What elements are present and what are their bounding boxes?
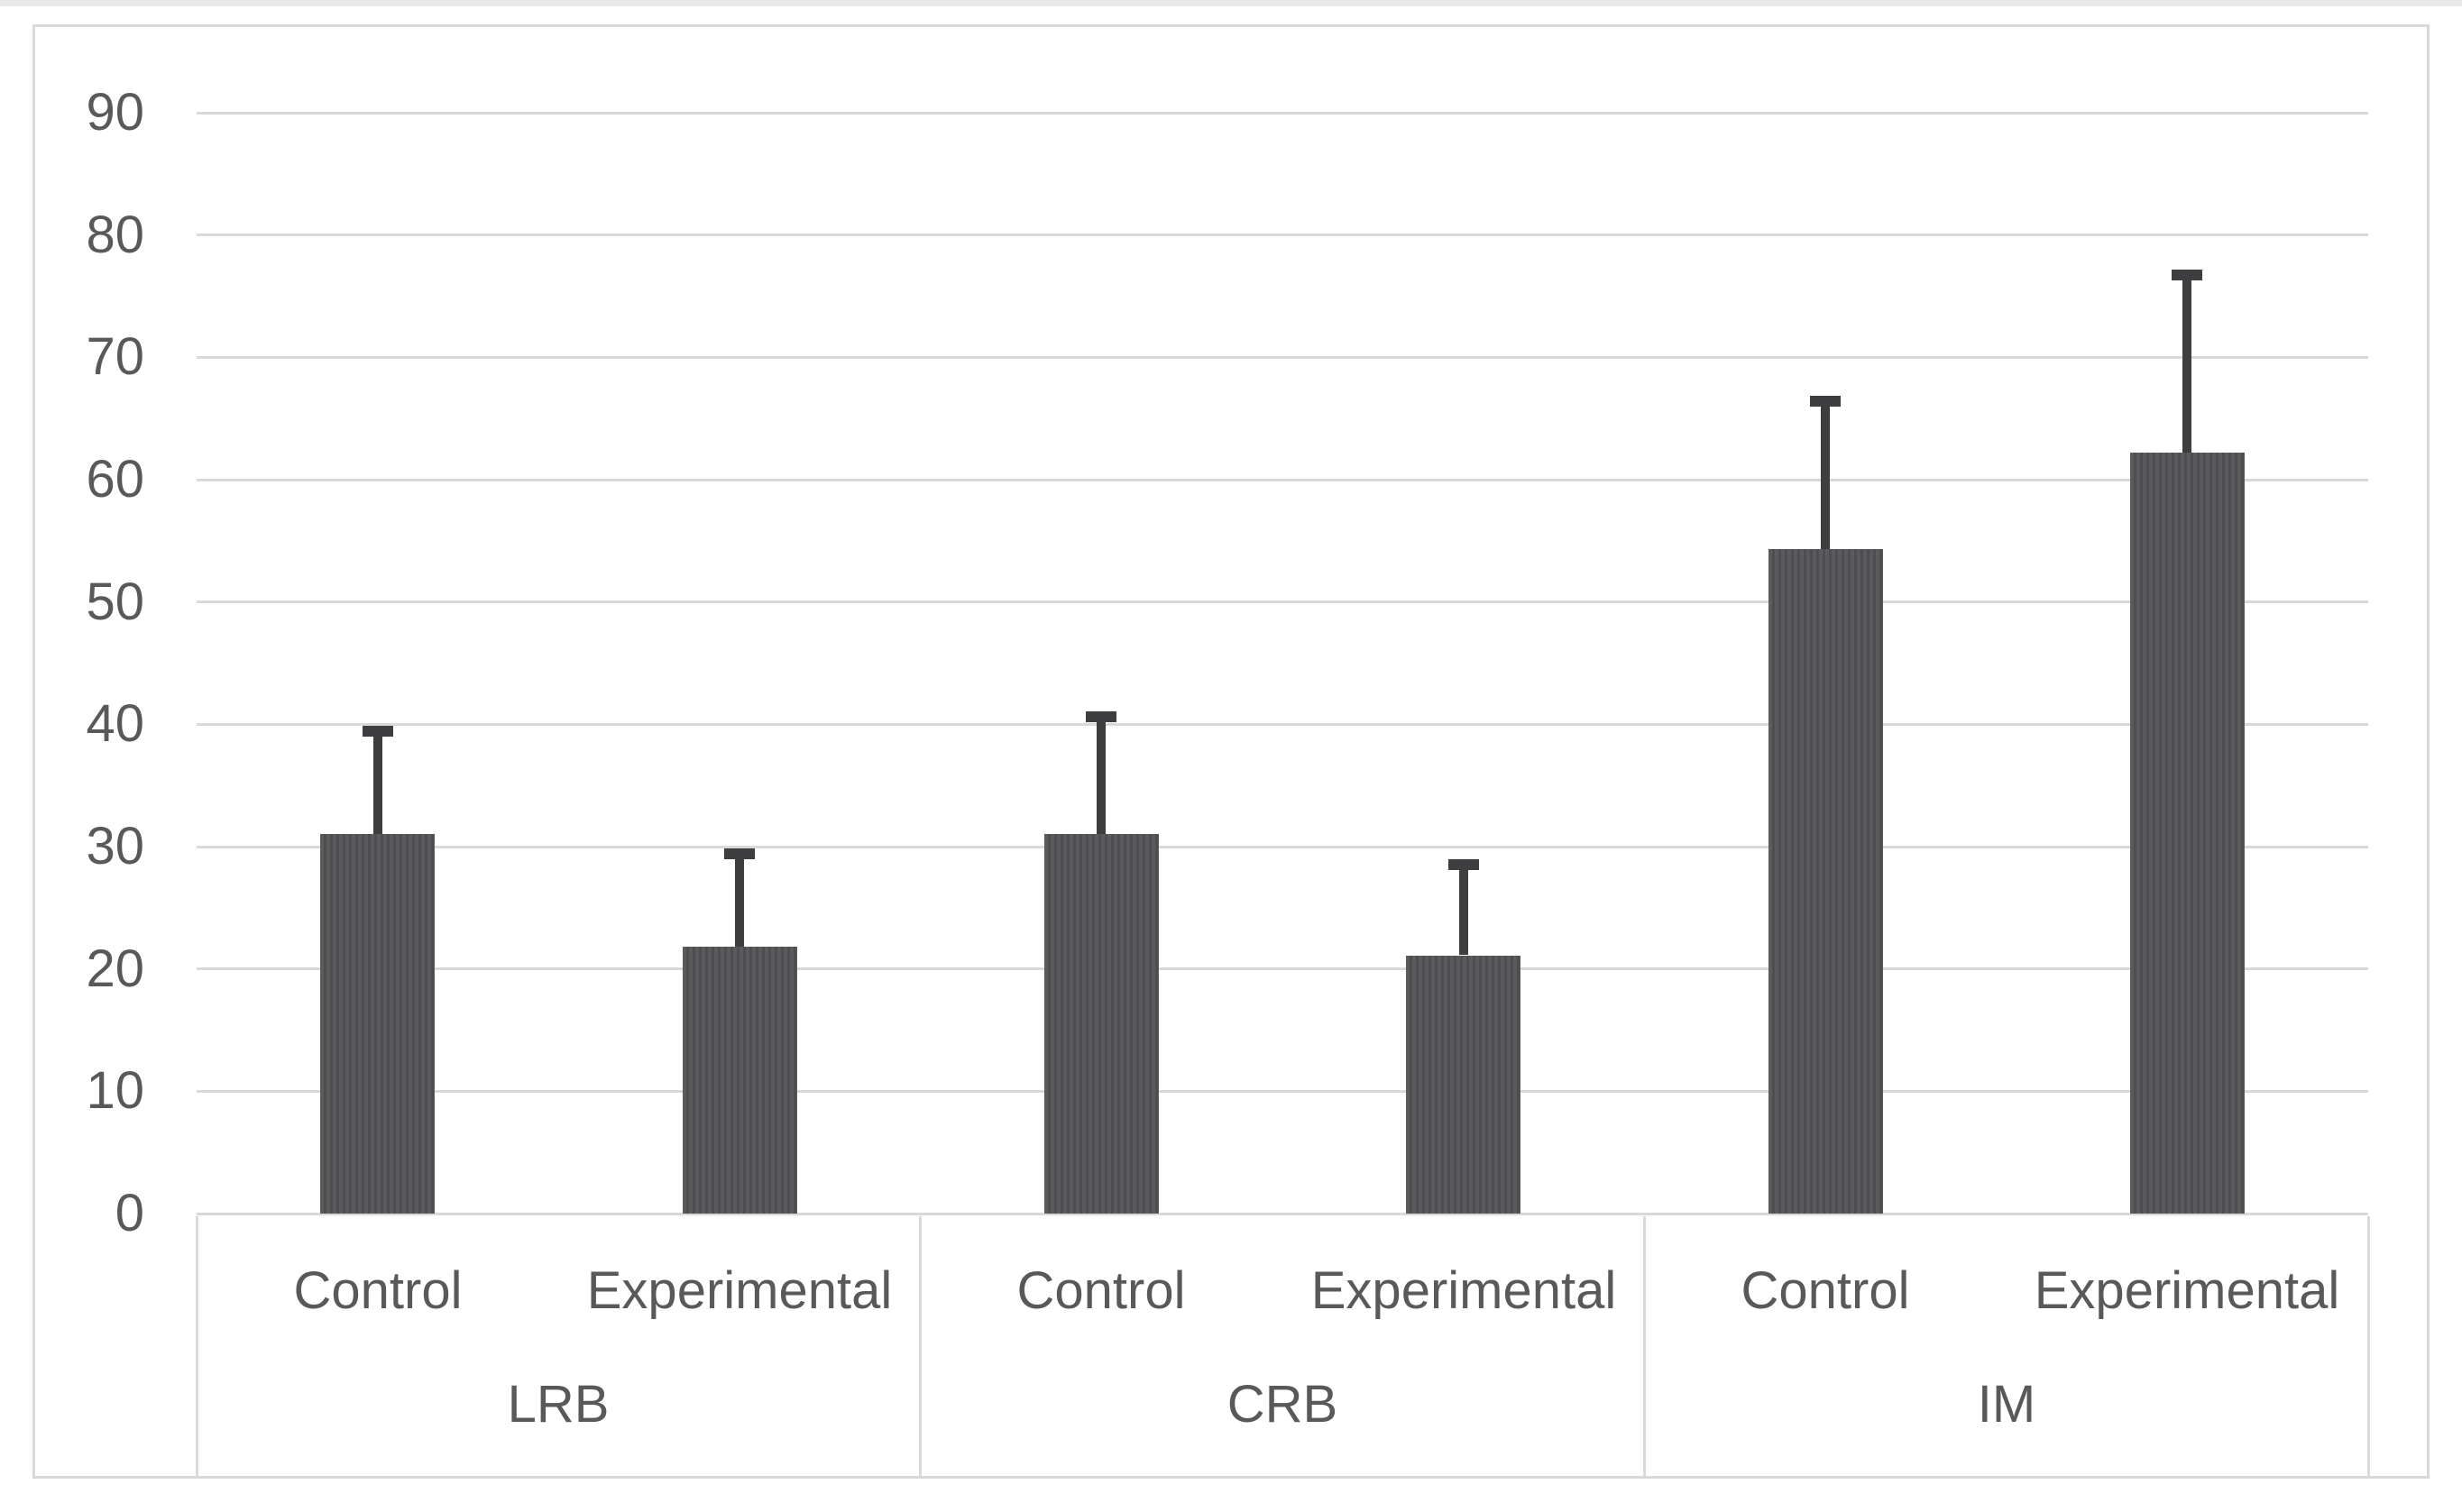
gridline-y-70	[197, 356, 2368, 359]
gridline-y-50	[197, 600, 2368, 603]
bar-lrb-control	[320, 834, 435, 1214]
error-bar-stem-im-experimental	[2182, 275, 2191, 453]
x-group-label-lrb: LRB	[507, 1375, 610, 1434]
category-divider-1	[919, 1216, 922, 1479]
y-tick-label-80: 80	[86, 206, 144, 264]
y-tick-label-30: 30	[86, 817, 144, 875]
x-label-crb-control: Control	[1016, 1261, 1186, 1320]
error-bar-cap-crb-control	[1086, 711, 1116, 722]
error-bar-cap-lrb-control	[363, 726, 393, 737]
x-group-label-crb: CRB	[1226, 1375, 1338, 1434]
bar-crb-control	[1044, 834, 1159, 1214]
x-group-label-im: IM	[1977, 1375, 2036, 1434]
gridline-y-60	[197, 479, 2368, 481]
error-bar-cap-crb-experimental	[1448, 859, 1479, 870]
error-bar-stem-im-control	[1821, 401, 1830, 549]
error-bar-stem-crb-experimental	[1459, 865, 1468, 955]
y-tick-label-40: 40	[86, 694, 144, 753]
x-label-lrb-control: Control	[293, 1261, 463, 1320]
gridline-y-90	[197, 112, 2368, 115]
x-axis-baseline	[197, 1213, 2368, 1215]
gridline-y-40	[197, 723, 2368, 726]
y-tick-label-20: 20	[86, 939, 144, 998]
bar-crb-experimental	[1406, 956, 1520, 1214]
gridline-y-20	[197, 967, 2368, 970]
error-bar-cap-lrb-experimental	[724, 848, 755, 859]
gridline-y-30	[197, 846, 2368, 848]
y-tick-label-60: 60	[86, 450, 144, 509]
gridline-y-80	[197, 234, 2368, 236]
x-label-im-experimental: Experimental	[2034, 1261, 2340, 1320]
y-tick-label-70: 70	[86, 327, 144, 386]
bar-im-experimental	[2130, 453, 2245, 1214]
y-tick-label-50: 50	[86, 573, 144, 631]
x-label-lrb-experimental: Experimental	[586, 1261, 893, 1320]
category-divider-2	[1643, 1216, 1646, 1479]
bar-im-control	[1768, 549, 1883, 1214]
screenshot-top-edge	[0, 0, 2462, 6]
bar-lrb-experimental	[683, 947, 797, 1214]
gridline-y-10	[197, 1090, 2368, 1093]
error-bar-cap-im-control	[1810, 396, 1841, 407]
y-tick-label-10: 10	[86, 1061, 144, 1120]
error-bar-stem-lrb-experimental	[735, 854, 744, 947]
x-label-crb-experimental: Experimental	[1310, 1261, 1617, 1320]
error-bar-stem-lrb-control	[373, 731, 382, 834]
chart-area-border	[32, 24, 2430, 1479]
y-tick-label-90: 90	[86, 83, 144, 142]
y-tick-label-0: 0	[115, 1184, 144, 1242]
category-divider-3	[2367, 1216, 2370, 1479]
error-bar-cap-im-experimental	[2172, 270, 2202, 280]
category-divider-0	[196, 1216, 198, 1479]
error-bar-stem-crb-control	[1097, 717, 1106, 834]
x-label-im-control: Control	[1741, 1261, 1910, 1320]
